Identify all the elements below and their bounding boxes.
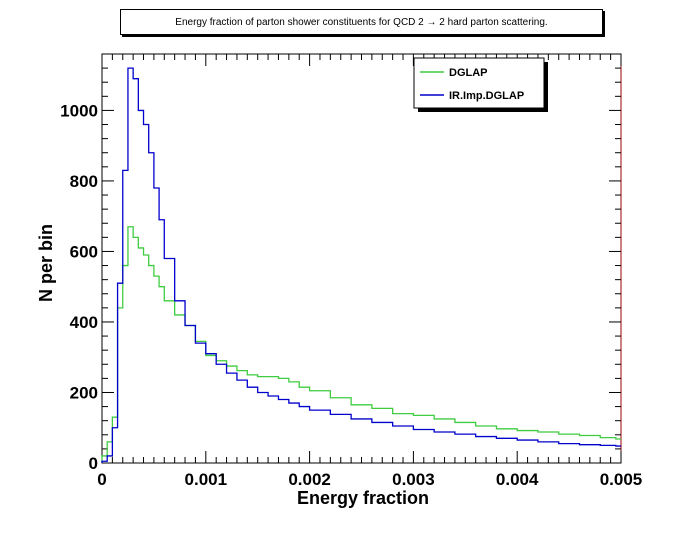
x-tick-label: 0.002 [288, 470, 331, 489]
y-tick-label: 600 [70, 242, 98, 261]
x-tick-label: 0.005 [600, 470, 643, 489]
x-tick-label: 0.003 [392, 470, 435, 489]
y-tick-label: 200 [70, 383, 98, 402]
y-tick-label: 1000 [60, 101, 98, 120]
y-axis-tick-labels: 0 200 400 600 800 1000 [60, 101, 98, 473]
series-ir-imp-dglap [101, 67, 621, 463]
y-tick-label: 800 [70, 172, 98, 191]
series-group [101, 67, 621, 463]
x-axis-tick-labels: 0 0.001 0.002 0.003 0.004 0.005 [97, 470, 642, 489]
legend: DGLAP IR.Imp.DGLAP [413, 57, 548, 112]
series-dglap [101, 226, 621, 463]
chart-title: Energy fraction of parton shower constit… [120, 9, 603, 35]
y-axis-title: N per bin [36, 224, 56, 302]
y-tick-label: 400 [70, 313, 98, 332]
x-axis-title: Energy fraction [297, 488, 429, 508]
legend-label-dglap: DGLAP [449, 67, 488, 79]
y-axis-ticks [102, 53, 621, 464]
legend-box [413, 57, 545, 109]
legend-label-ir-imp-dglap: IR.Imp.DGLAP [449, 90, 524, 102]
y-tick-label: 0 [89, 454, 98, 473]
x-tick-label: 0.001 [185, 470, 228, 489]
x-tick-label: 0 [97, 470, 106, 489]
plot-frame [101, 53, 622, 464]
x-tick-label: 0.004 [496, 470, 539, 489]
